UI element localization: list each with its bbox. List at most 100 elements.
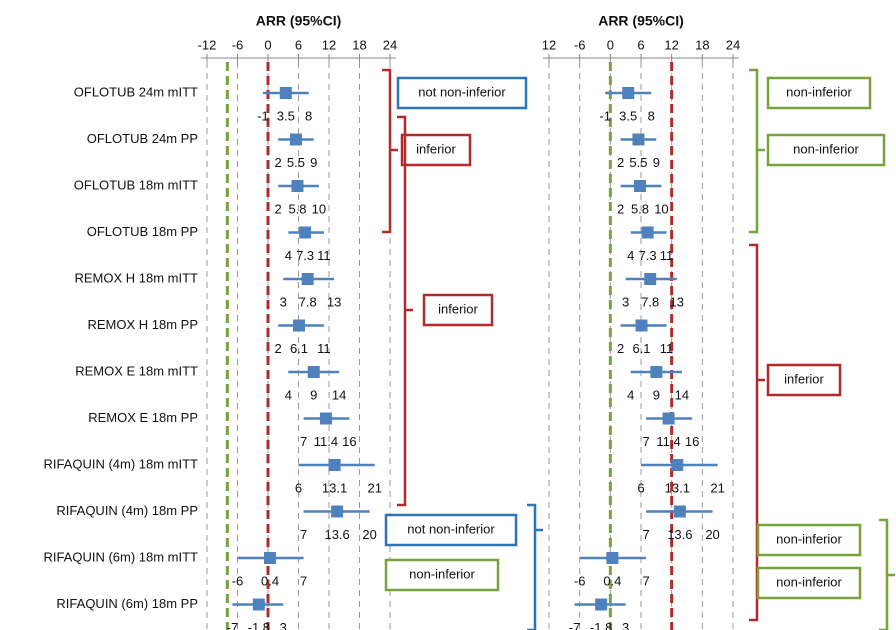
annotation-box (766, 363, 842, 397)
value-label: 4 (285, 387, 292, 402)
x-tick-label: 12 (322, 37, 336, 52)
x-tick-label: -6 (574, 37, 586, 52)
value-label: 0.4 (603, 573, 621, 588)
value-label: 8 (305, 108, 312, 123)
value-label: 2 (275, 155, 282, 170)
point-estimate (331, 505, 344, 518)
point-estimate (252, 598, 265, 611)
x-tick-label: 0 (607, 37, 614, 52)
category-label: REMOX E 18m mITT (75, 363, 198, 378)
value-label: 11 (660, 341, 674, 356)
annotation-box (400, 133, 472, 167)
value-label: 9 (653, 387, 660, 402)
value-label: 5.5 (629, 155, 647, 170)
x-tick-label: 18 (352, 37, 366, 52)
value-label: 10 (654, 201, 668, 216)
point-estimate (662, 412, 675, 425)
annotation-text: non-inferior (409, 566, 475, 581)
value-label: 3.5 (277, 108, 295, 123)
annotation-text: not non-inferior (407, 521, 495, 536)
point-estimate (671, 459, 684, 471)
x-tick-label: 6 (637, 37, 644, 52)
value-label: 6 (637, 480, 644, 495)
x-tick-label: -6 (232, 37, 244, 52)
point-estimate (299, 226, 312, 239)
value-label: 10 (312, 201, 326, 216)
value-label: 9 (310, 155, 317, 170)
panel-title: ARR (95%CI) (598, 13, 684, 29)
value-label: 11.4 (656, 434, 680, 449)
point-estimate (606, 552, 619, 564)
annotation-text: inferior (784, 371, 824, 386)
value-label: 21 (368, 480, 382, 495)
value-label: 13 (327, 294, 341, 309)
value-label: 7 (300, 527, 307, 542)
value-label: 7 (642, 573, 649, 588)
value-label: 7 (642, 434, 649, 449)
category-label: REMOX E 18m PP (88, 410, 198, 425)
category-label: OFLOTUB 24m mITT (74, 84, 198, 99)
value-label: 8 (648, 108, 655, 123)
value-label: 14 (332, 387, 346, 402)
x-tick-label: 18 (695, 37, 709, 52)
bracket (879, 518, 895, 630)
value-label: 20 (362, 527, 376, 542)
value-label: -6 (232, 573, 244, 588)
value-label: 11 (317, 341, 331, 356)
point-estimate (291, 180, 304, 192)
value-label: 4 (627, 387, 634, 402)
point-estimate (307, 366, 320, 378)
point-estimate (319, 412, 332, 425)
category-label: RIFAQUIN (4m) 18m PP (56, 503, 198, 518)
x-tick-label: 24 (383, 37, 397, 52)
annotation-box (756, 523, 862, 557)
annotation-box (422, 293, 494, 327)
value-label: 11 (660, 248, 674, 263)
category-label: OFLOTUB 24m PP (87, 131, 198, 146)
category-label: RIFAQUIN (4m) 18m mITT (43, 456, 198, 471)
value-label: 13.1 (322, 480, 347, 495)
annotation-text: non-inferior (776, 574, 842, 589)
value-label: 3 (280, 294, 287, 309)
bracket (527, 503, 543, 630)
point-estimate (622, 87, 635, 99)
category-label: REMOX H 18m PP (87, 317, 198, 332)
x-tick-label: 12 (664, 37, 678, 52)
point-estimate (673, 505, 686, 518)
annotation-box (384, 558, 500, 592)
point-estimate (632, 133, 645, 146)
value-label: 7 (642, 527, 649, 542)
value-label: 7.3 (639, 248, 657, 263)
category-label: OFLOTUB 18m PP (87, 224, 198, 239)
value-label: 0.4 (261, 573, 279, 588)
x-tick-label: 12 (542, 37, 556, 52)
value-label: -7 (227, 620, 239, 630)
annotation-text: non-inferior (793, 141, 859, 156)
value-label: 6.1 (290, 341, 308, 356)
annotation-text: not non-inferior (418, 84, 506, 99)
value-label: 13 (670, 294, 684, 309)
value-label: 6 (295, 480, 302, 495)
point-estimate (279, 87, 292, 99)
point-estimate (289, 133, 302, 146)
value-label: 9 (310, 387, 317, 402)
value-label: -1 (257, 108, 269, 123)
value-label: 11 (317, 248, 331, 263)
value-label: 20 (705, 527, 719, 542)
value-label: 4 (285, 248, 292, 263)
annotation-box (756, 566, 862, 600)
value-label: 2 (617, 155, 624, 170)
value-label: 13.1 (665, 480, 690, 495)
value-label: 2 (617, 201, 624, 216)
value-label: 3 (622, 294, 629, 309)
category-label: OFLOTUB 18m mITT (74, 177, 198, 192)
value-label: 3 (622, 620, 629, 630)
value-label: 16 (342, 434, 356, 449)
value-label: -7 (569, 620, 581, 630)
value-label: 2 (275, 341, 282, 356)
bracket (749, 243, 765, 622)
value-label: 5.5 (287, 155, 305, 170)
value-label: 5.8 (631, 201, 649, 216)
point-estimate (595, 598, 608, 611)
